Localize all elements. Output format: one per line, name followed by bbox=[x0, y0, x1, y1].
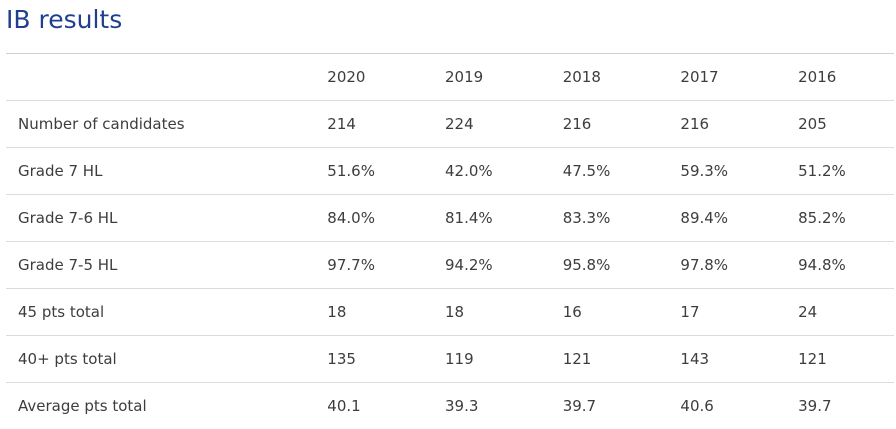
table-cell: 97.8% bbox=[672, 242, 790, 289]
table-cell: 121 bbox=[790, 336, 894, 383]
table-row: 45 pts total 18 18 16 17 24 bbox=[6, 289, 894, 336]
table-cell: 16 bbox=[555, 289, 673, 336]
table-row: Average pts total 40.1 39.3 39.7 40.6 39… bbox=[6, 383, 894, 429]
table-cell: 95.8% bbox=[555, 242, 673, 289]
table-cell: 119 bbox=[437, 336, 555, 383]
row-label: 40+ pts total bbox=[6, 336, 319, 383]
table-cell: 40.1 bbox=[319, 383, 437, 429]
table-row: 40+ pts total 135 119 121 143 121 bbox=[6, 336, 894, 383]
table-cell: 51.6% bbox=[319, 148, 437, 195]
table-cell: 40.6 bbox=[672, 383, 790, 429]
row-label: Grade 7-6 HL bbox=[6, 195, 319, 242]
table-header-row: 2020 2019 2018 2017 2016 bbox=[6, 54, 894, 101]
table-cell: 224 bbox=[437, 101, 555, 148]
table-cell: 85.2% bbox=[790, 195, 894, 242]
table-cell: 205 bbox=[790, 101, 894, 148]
header-cell-2020: 2020 bbox=[319, 54, 437, 101]
table-cell: 47.5% bbox=[555, 148, 673, 195]
header-cell-2018: 2018 bbox=[555, 54, 673, 101]
table-cell: 42.0% bbox=[437, 148, 555, 195]
table-cell: 39.7 bbox=[790, 383, 894, 429]
table-row: Grade 7 HL 51.6% 42.0% 47.5% 59.3% 51.2% bbox=[6, 148, 894, 195]
table-cell: 89.4% bbox=[672, 195, 790, 242]
row-label: Grade 7-5 HL bbox=[6, 242, 319, 289]
table-cell: 51.2% bbox=[790, 148, 894, 195]
table-cell: 18 bbox=[437, 289, 555, 336]
table-cell: 84.0% bbox=[319, 195, 437, 242]
table-cell: 81.4% bbox=[437, 195, 555, 242]
table-row: Grade 7-6 HL 84.0% 81.4% 83.3% 89.4% 85.… bbox=[6, 195, 894, 242]
table-cell: 18 bbox=[319, 289, 437, 336]
header-cell-2017: 2017 bbox=[672, 54, 790, 101]
table-cell: 59.3% bbox=[672, 148, 790, 195]
row-label: 45 pts total bbox=[6, 289, 319, 336]
table-cell: 214 bbox=[319, 101, 437, 148]
page-title: IB results bbox=[6, 2, 122, 38]
row-label: Grade 7 HL bbox=[6, 148, 319, 195]
header-cell-2019: 2019 bbox=[437, 54, 555, 101]
table-cell: 216 bbox=[672, 101, 790, 148]
table-row: Number of candidates 214 224 216 216 205 bbox=[6, 101, 894, 148]
table-cell: 94.8% bbox=[790, 242, 894, 289]
table-cell: 97.7% bbox=[319, 242, 437, 289]
table-cell: 121 bbox=[555, 336, 673, 383]
table-row: Grade 7-5 HL 97.7% 94.2% 95.8% 97.8% 94.… bbox=[6, 242, 894, 289]
table-cell: 135 bbox=[319, 336, 437, 383]
table-cell: 17 bbox=[672, 289, 790, 336]
ib-results-table: 2020 2019 2018 2017 2016 Number of candi… bbox=[6, 53, 894, 429]
table-cell: 94.2% bbox=[437, 242, 555, 289]
header-cell-label bbox=[6, 54, 319, 101]
table-cell: 24 bbox=[790, 289, 894, 336]
table-cell: 143 bbox=[672, 336, 790, 383]
table-cell: 83.3% bbox=[555, 195, 673, 242]
header-cell-2016: 2016 bbox=[790, 54, 894, 101]
table-cell: 39.7 bbox=[555, 383, 673, 429]
row-label: Number of candidates bbox=[6, 101, 319, 148]
table-cell: 216 bbox=[555, 101, 673, 148]
row-label: Average pts total bbox=[6, 383, 319, 429]
table-cell: 39.3 bbox=[437, 383, 555, 429]
